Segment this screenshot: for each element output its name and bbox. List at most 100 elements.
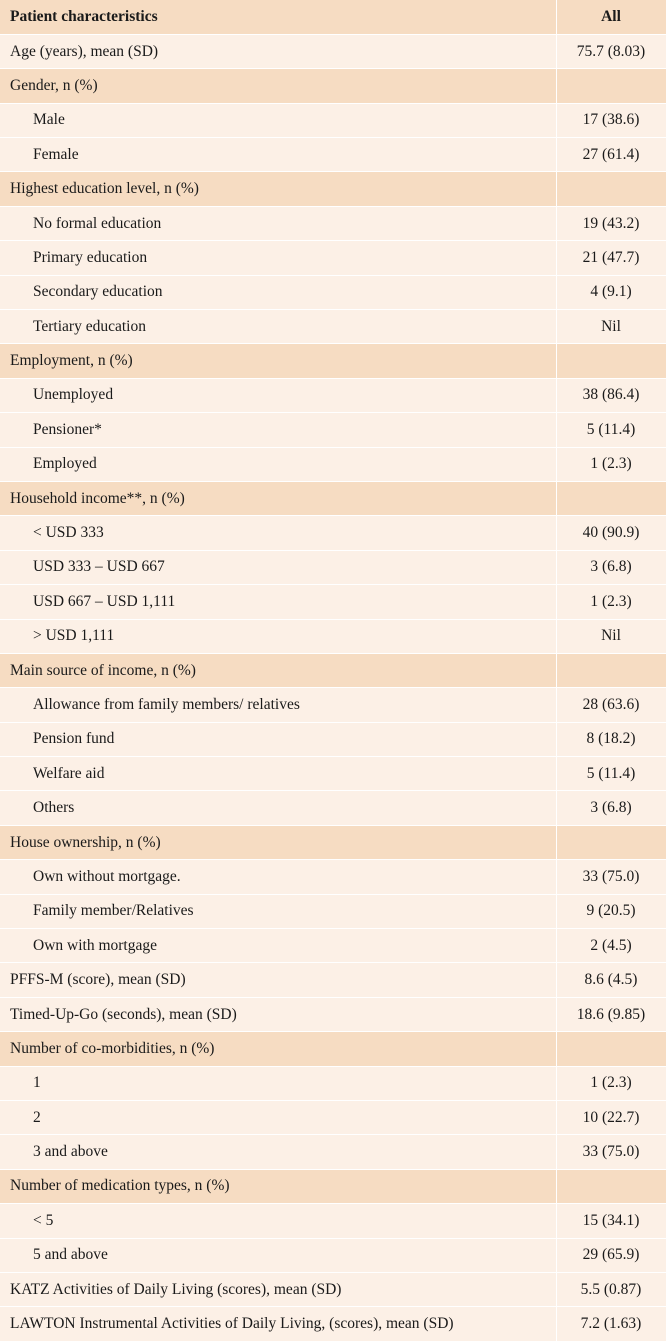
row-value: 29 (65.9) [556, 1238, 666, 1273]
row-value [556, 1169, 666, 1205]
row-value: 10 (22.7) [556, 1100, 666, 1136]
row-label: LAWTON Instrumental Activities of Daily … [0, 1306, 557, 1342]
table-row: > USD 1,111 Nil [0, 619, 666, 654]
table-row: Timed-Up-Go (seconds), mean (SD) 18.6 (9.… [0, 997, 666, 1033]
section-header-row: Employment, n (%) [0, 343, 666, 379]
row-label: Welfare aid [0, 756, 557, 792]
table-row: No formal education 19 (43.2) [0, 206, 666, 242]
table-header-row: Patient characteristics All [0, 0, 666, 35]
row-value: 1 (2.3) [556, 584, 666, 620]
row-value [556, 68, 666, 104]
section-label: Number of medication types, n (%) [0, 1169, 557, 1205]
section-header-row: Number of medication types, n (%) [0, 1169, 666, 1205]
row-label: Female [0, 137, 557, 173]
row-value: 75.7 (8.03) [556, 34, 666, 70]
table-row: Female 27 (61.4) [0, 137, 666, 173]
row-value [556, 481, 666, 517]
section-label: Number of co-morbidities, n (%) [0, 1031, 557, 1067]
table-row: Own without mortgage. 33 (75.0) [0, 859, 666, 895]
row-label: Secondary education [0, 275, 557, 311]
row-label: Family member/Relatives [0, 894, 557, 930]
row-label: No formal education [0, 206, 557, 242]
section-header-row: House ownership, n (%) [0, 825, 666, 861]
row-label: Own without mortgage. [0, 859, 557, 895]
row-label: > USD 1,111 [0, 619, 557, 654]
row-value: 21 (47.7) [556, 240, 666, 276]
table-row: LAWTON Instrumental Activities of Daily … [0, 1306, 666, 1342]
section-header-row: Main source of income, n (%) [0, 653, 666, 689]
table-row: Employed 1 (2.3) [0, 447, 666, 482]
table-row: Tertiary education Nil [0, 309, 666, 345]
row-label: USD 667 – USD 1,111 [0, 584, 557, 620]
table-row: KATZ Activities of Daily Living (scores)… [0, 1272, 666, 1308]
row-label: USD 333 – USD 667 [0, 550, 557, 586]
table-row: Secondary education 4 (9.1) [0, 275, 666, 311]
table-row: Unemployed 38 (86.4) [0, 378, 666, 414]
row-label: Others [0, 790, 557, 826]
row-value [556, 825, 666, 861]
row-value: 5 (11.4) [556, 412, 666, 448]
row-value: 2 (4.5) [556, 928, 666, 964]
table-body: Age (years), mean (SD) 75.7 (8.03) Gender,… [0, 34, 666, 1342]
section-header-row: Number of co-morbidities, n (%) [0, 1031, 666, 1067]
table-row: Family member/Relatives 9 (20.5) [0, 894, 666, 930]
table-row: Allowance from family members/ relatives… [0, 687, 666, 723]
table-row: USD 667 – USD 1,111 1 (2.3) [0, 584, 666, 620]
row-value: 18.6 (9.85) [556, 997, 666, 1033]
row-value: 9 (20.5) [556, 894, 666, 930]
row-value: 38 (86.4) [556, 378, 666, 414]
table-row: 2 10 (22.7) [0, 1100, 666, 1136]
row-label: Employed [0, 447, 557, 482]
row-label: Male [0, 103, 557, 139]
row-value [556, 171, 666, 207]
table-row: USD 333 – USD 667 3 (6.8) [0, 550, 666, 586]
table-row: Pensioner* 5 (11.4) [0, 412, 666, 448]
row-label: Age (years), mean (SD) [0, 34, 557, 70]
row-value: 15 (34.1) [556, 1203, 666, 1239]
table-row: Pension fund 8 (18.2) [0, 722, 666, 758]
table-row: Welfare aid 5 (11.4) [0, 756, 666, 792]
table-row: Others 3 (6.8) [0, 790, 666, 826]
section-label: Household income**, n (%) [0, 481, 557, 517]
row-value: Nil [556, 619, 666, 654]
row-value: 8.6 (4.5) [556, 962, 666, 998]
table-row: PFFS-M (score), mean (SD) 8.6 (4.5) [0, 962, 666, 998]
row-value: 33 (75.0) [556, 1134, 666, 1170]
row-value: 3 (6.8) [556, 790, 666, 826]
row-value: 17 (38.6) [556, 103, 666, 139]
row-label: Pension fund [0, 722, 557, 758]
section-label: Highest education level, n (%) [0, 171, 557, 207]
row-value [556, 653, 666, 689]
table-row: < 5 15 (34.1) [0, 1203, 666, 1239]
row-label: KATZ Activities of Daily Living (scores)… [0, 1272, 557, 1308]
row-value: 27 (61.4) [556, 137, 666, 173]
table-row: 5 and above 29 (65.9) [0, 1238, 666, 1273]
row-label: Timed-Up-Go (seconds), mean (SD) [0, 997, 557, 1033]
row-label: 5 and above [0, 1238, 557, 1273]
row-value: 1 (2.3) [556, 447, 666, 482]
column-header-characteristics: Patient characteristics [0, 0, 557, 35]
row-value: 19 (43.2) [556, 206, 666, 242]
row-label: 3 and above [0, 1134, 557, 1170]
table-row: < USD 333 40 (90.9) [0, 515, 666, 551]
row-value: 40 (90.9) [556, 515, 666, 551]
row-value: 5.5 (0.87) [556, 1272, 666, 1308]
row-label: 2 [0, 1100, 557, 1136]
row-label: Tertiary education [0, 309, 557, 345]
row-label: 1 [0, 1066, 557, 1102]
table-row: Male 17 (38.6) [0, 103, 666, 139]
table-row: Age (years), mean (SD) 75.7 (8.03) [0, 34, 666, 70]
row-value [556, 1031, 666, 1067]
row-value: 5 (11.4) [556, 756, 666, 792]
section-header-row: Household income**, n (%) [0, 481, 666, 517]
table-row: Own with mortgage 2 (4.5) [0, 928, 666, 964]
row-label: Unemployed [0, 378, 557, 414]
row-value: 7.2 (1.63) [556, 1306, 666, 1342]
row-value: 4 (9.1) [556, 275, 666, 311]
row-value: 33 (75.0) [556, 859, 666, 895]
section-header-row: Highest education level, n (%) [0, 171, 666, 207]
section-header-row: Gender, n (%) [0, 68, 666, 104]
row-value: 1 (2.3) [556, 1066, 666, 1102]
